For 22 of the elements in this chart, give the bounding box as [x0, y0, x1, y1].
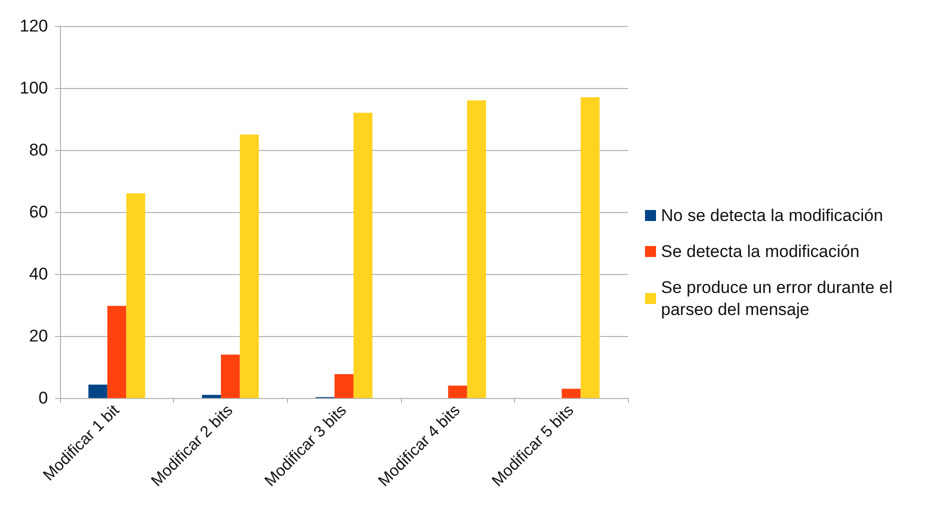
- y-tick-label: 100: [20, 78, 48, 98]
- bar: [107, 306, 126, 398]
- y-tick-label: 80: [29, 140, 48, 160]
- bar: [240, 134, 259, 398]
- legend-label: No se detecta la modificación: [661, 206, 884, 225]
- y-tick-label: 40: [29, 264, 48, 284]
- legend-label: Se detecta la modificación: [661, 242, 860, 261]
- bar: [334, 374, 354, 398]
- legend-label: Se produce un error durante el parseo del mensaje: [661, 278, 898, 319]
- bar: [202, 394, 221, 398]
- y-tick-label: 60: [29, 202, 48, 222]
- y-tick-label: 0: [38, 388, 48, 408]
- bar: [448, 386, 468, 398]
- bar: [220, 354, 240, 398]
- bar: [126, 193, 146, 398]
- bar: [562, 388, 581, 398]
- y-tick-label: 120: [20, 16, 48, 36]
- bar: [353, 112, 372, 398]
- y-tick-label: 20: [29, 326, 48, 346]
- bar: [88, 384, 108, 398]
- bar: [467, 100, 486, 398]
- bar: [580, 97, 600, 398]
